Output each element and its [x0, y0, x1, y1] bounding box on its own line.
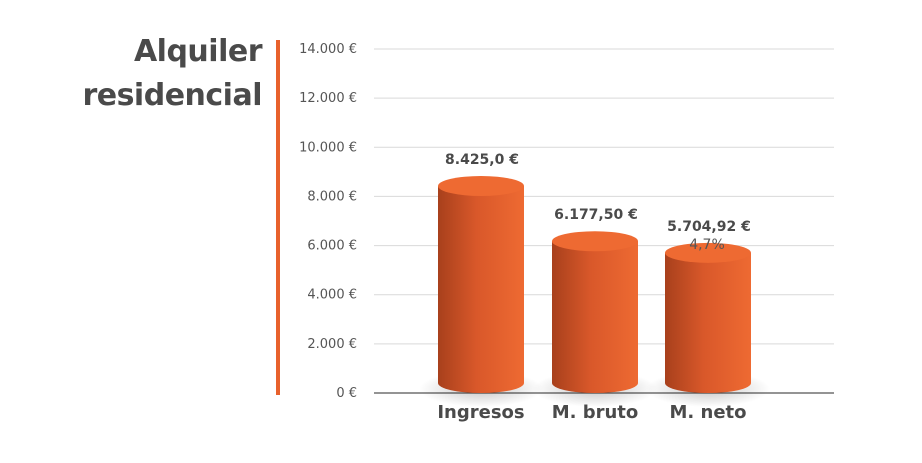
accent-bar [276, 40, 280, 395]
x-category-label: M. bruto [552, 402, 639, 423]
chart-title: Alquiler residencial [60, 30, 262, 118]
chart-title-line-1: Alquiler [133, 34, 263, 69]
chart-title-line-2: residencial [82, 78, 262, 113]
y-tick-label: 8.000 € [307, 189, 357, 204]
y-tick-label: 4.000 € [307, 288, 357, 303]
bar-0 [419, 175, 543, 407]
bar-body [552, 241, 638, 393]
y-tick-label: 6.000 € [307, 239, 357, 254]
bar-body [438, 185, 524, 393]
y-tick-label: 2.000 € [307, 337, 357, 352]
bar-value-label: 6.177,50 € [554, 207, 638, 223]
bar-value-label: 8.425,0 € [445, 152, 519, 168]
bar-2 [646, 242, 770, 407]
bar-top [438, 175, 524, 196]
y-axis-ticks: 0 € 2.000 € 4.000 € 6.000 € 8.000 € 10.000 € 1… [299, 42, 357, 401]
y-tick-label: 12.000 € [299, 91, 357, 106]
bars [419, 175, 770, 407]
bar-top [552, 231, 638, 252]
x-category-label: Ingresos [437, 402, 524, 423]
bar-value-label: 5.704,92 € [667, 219, 751, 235]
bar-annotation-label: 4,7% [689, 237, 725, 253]
x-category-label: M. neto [669, 402, 746, 423]
data-labels: Ingresos 8.425,0 € M. bruto 6.177,50 € M. ne… [437, 152, 750, 423]
y-tick-label: 0 € [336, 386, 357, 401]
bar-1 [533, 231, 657, 407]
y-tick-label: 14.000 € [299, 42, 357, 57]
bar-top [665, 242, 751, 263]
bar-body [665, 252, 751, 393]
y-tick-label: 10.000 € [299, 140, 357, 155]
